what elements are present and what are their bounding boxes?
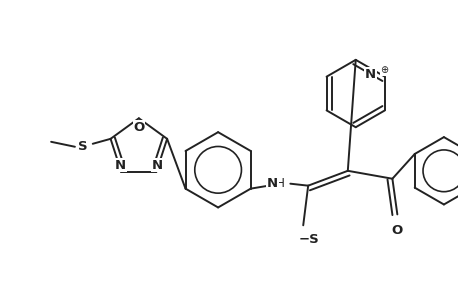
Text: N: N: [151, 159, 162, 172]
Text: ⊕: ⊕: [379, 65, 387, 75]
Text: S: S: [78, 140, 88, 153]
Text: N: N: [364, 68, 375, 81]
Text: N: N: [115, 159, 126, 172]
Text: N: N: [266, 177, 278, 190]
Text: O: O: [391, 224, 402, 237]
Text: O: O: [133, 121, 144, 134]
Text: −S: −S: [298, 233, 319, 246]
Text: H: H: [275, 177, 284, 190]
